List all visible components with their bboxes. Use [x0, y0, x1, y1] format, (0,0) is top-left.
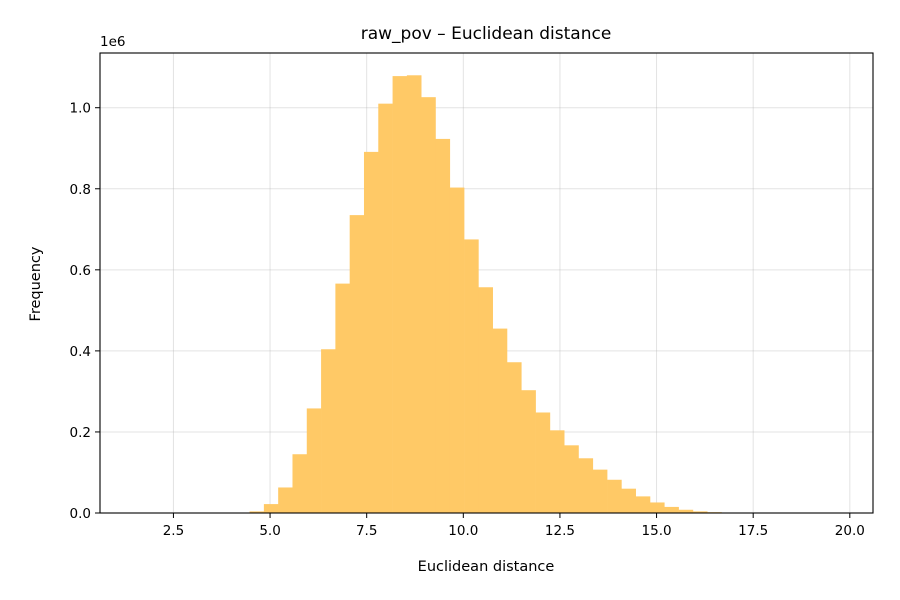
x-tick-label: 10.0 [448, 523, 478, 539]
y-axis-title: Frequency [28, 246, 44, 321]
y-tick-label: 0.8 [70, 182, 91, 198]
histogram-bar [607, 479, 622, 513]
histogram-bar [306, 408, 322, 513]
histogram-bar [363, 151, 379, 513]
histogram-bar [449, 187, 465, 514]
y-tick-label: 0.2 [70, 425, 91, 441]
histogram-bar [692, 511, 708, 513]
histogram-bar [635, 496, 651, 513]
y-axis-ticks: 0.0 0.2 0.4 0.6 0.8 1.0 [70, 101, 100, 522]
plot-frame [99, 52, 874, 514]
histogram-bar [564, 445, 579, 513]
histogram-bar [335, 283, 350, 513]
histogram-bar [292, 454, 308, 513]
x-axis-title: Euclidean distance [418, 559, 555, 575]
histogram-bar [249, 511, 265, 513]
histogram-bar [592, 469, 608, 513]
x-axis-ticks: 2.5 5.0 7.5 10.0 12.5 15.0 17.5 20.0 [163, 513, 865, 539]
histogram-bar [406, 75, 422, 514]
y-axis-offset-label: 1e6 [100, 34, 125, 50]
histogram-bar [349, 215, 365, 513]
histogram-bar [678, 509, 694, 513]
histogram-bar [621, 488, 636, 513]
x-tick-label: 15.0 [642, 523, 672, 539]
x-tick-label: 7.5 [356, 523, 377, 539]
histogram-bar [549, 430, 565, 513]
histogram-bar [521, 390, 536, 513]
x-tick-label: 12.5 [545, 523, 575, 539]
histogram-bar [378, 103, 393, 513]
histogram-bar [649, 502, 665, 513]
histogram-bar [506, 362, 522, 513]
chart-title: raw_pov – Euclidean distance [361, 24, 612, 44]
histogram-bar [478, 287, 493, 513]
histogram-bar [421, 97, 436, 513]
histogram-bar [664, 506, 679, 513]
y-tick-label: 0.6 [70, 263, 91, 279]
y-tick-label: 0.4 [70, 344, 91, 360]
histogram-bar [278, 487, 293, 513]
y-tick-label: 1.0 [70, 101, 91, 117]
histogram-bar [492, 328, 508, 513]
x-tick-label: 2.5 [163, 523, 184, 539]
grid-lines [100, 53, 873, 514]
x-tick-label: 20.0 [835, 523, 865, 539]
histogram-bar [435, 138, 451, 513]
histogram-bar [464, 239, 479, 514]
x-tick-label: 17.5 [738, 523, 768, 539]
histogram-bar [392, 76, 408, 513]
histogram-bar [263, 504, 279, 513]
histogram-bar [578, 458, 594, 513]
y-tick-label: 0.0 [70, 506, 91, 522]
histogram-bar [321, 349, 336, 513]
histogram-bars [249, 75, 722, 514]
histogram-bar [535, 412, 551, 513]
x-tick-label: 5.0 [259, 523, 280, 539]
